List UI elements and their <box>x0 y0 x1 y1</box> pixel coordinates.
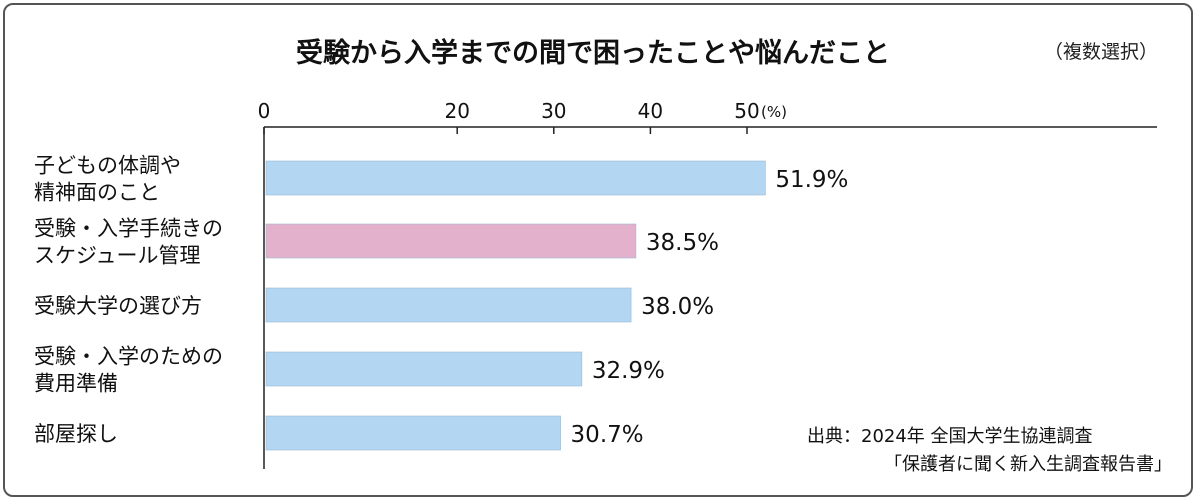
category-label: 費用準備 <box>34 372 118 396</box>
chart-note: （複数選択） <box>1044 41 1158 63</box>
category-label: 受験大学の選び方 <box>34 294 202 318</box>
source-line: 「保護者に聞く新入生調査報告書」 <box>884 454 1172 475</box>
value-label: 38.5% <box>646 230 719 256</box>
value-label: 30.7% <box>571 422 644 448</box>
x-tick-label: 50 <box>734 99 759 123</box>
category-label: 精神面のこと <box>34 181 160 205</box>
bar <box>265 160 766 196</box>
category-label: 子どもの体調や <box>34 154 181 178</box>
x-tick-label: 0 <box>258 99 271 123</box>
bar <box>265 415 561 451</box>
value-label: 51.9% <box>775 167 848 193</box>
source-line: 出典：2024年 全国大学生協連調査 <box>807 426 1093 447</box>
x-axis-unit: (%) <box>761 103 787 121</box>
value-labels: 51.9% 38.5% 38.0% 32.9% 30.7% <box>571 167 849 448</box>
bars <box>265 160 766 451</box>
chart-title: 受験から入学までの間で困ったことや悩んだこと <box>296 37 890 69</box>
source-note: 出典：2024年 全国大学生協連調査「保護者に聞く新入生調査報告書」 <box>807 426 1172 475</box>
category-label: 受験・入学手続きの <box>34 217 223 241</box>
category-label: スケジュール管理 <box>34 244 201 268</box>
category-label: 部屋探し <box>34 422 118 446</box>
category-label: 受験・入学のための <box>34 345 223 369</box>
bar <box>265 287 632 323</box>
x-axis-ticks: 0 20 30 40 50 (%) <box>258 99 787 134</box>
category-labels: 子どもの体調や精神面のこと受験・入学手続きのスケジュール管理受験大学の選び方受験… <box>34 154 223 447</box>
bar <box>265 223 637 259</box>
bar <box>265 351 583 387</box>
x-tick-label: 30 <box>541 99 566 123</box>
value-label: 38.0% <box>641 294 714 320</box>
x-tick-label: 20 <box>444 99 469 123</box>
x-tick-label: 40 <box>638 99 663 123</box>
value-label: 32.9% <box>592 358 665 384</box>
